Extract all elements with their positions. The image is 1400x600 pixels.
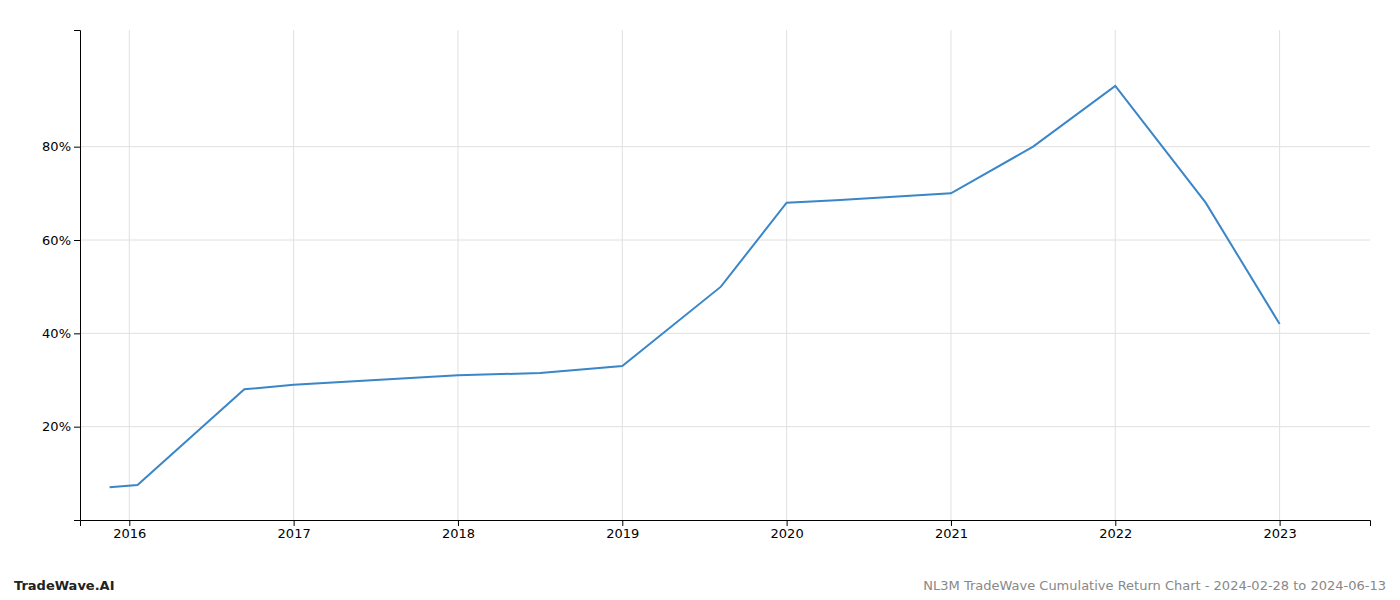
grid-line	[1279, 30, 1280, 520]
tick: 2020	[771, 520, 804, 541]
tick-mark	[458, 520, 459, 526]
tick-mark	[1280, 520, 1281, 526]
tick-label: 80%	[42, 139, 71, 154]
tick-mark	[294, 520, 295, 526]
tick: 60%	[42, 233, 80, 248]
tick: 2022	[1099, 520, 1132, 541]
tick-label: 20%	[42, 419, 71, 434]
tick-label: 2021	[935, 526, 968, 541]
tick-label: 60%	[42, 233, 71, 248]
tick-mark	[74, 147, 80, 148]
tick: 2021	[935, 520, 968, 541]
plot-area: 2016 2017 2018 2019 2020 2021 2022 2023 20% 40% 60…	[42, 30, 1370, 541]
tick-label: 2019	[606, 526, 639, 541]
tick: 2016	[113, 520, 146, 541]
grid-line	[457, 30, 458, 520]
grid-line	[1115, 30, 1116, 520]
tick: 2017	[278, 520, 311, 541]
tick: 2023	[1264, 520, 1297, 541]
grid-line	[786, 30, 787, 520]
grid-line	[293, 30, 294, 520]
tick-label: 2020	[771, 526, 804, 541]
grid-line	[129, 30, 130, 520]
tick-label: 2022	[1099, 526, 1132, 541]
tick: 2019	[606, 520, 639, 541]
axis-line	[74, 31, 81, 521]
grid-line	[80, 240, 1370, 241]
tick-label: 2018	[442, 526, 475, 541]
grid-line	[80, 426, 1370, 427]
grid	[80, 30, 1370, 520]
tick-mark	[787, 520, 788, 526]
axis-line	[81, 521, 1371, 527]
tick-mark	[1115, 520, 1116, 526]
line	[110, 86, 1280, 487]
tick-mark	[129, 520, 130, 526]
tick: 20%	[42, 419, 80, 434]
footer-right: NL3M TradeWave Cumulative Return Chart -…	[923, 578, 1386, 593]
tick-label: 40%	[42, 326, 71, 341]
grid-line	[950, 30, 951, 520]
grid-line	[80, 333, 1370, 334]
tick-mark	[622, 520, 623, 526]
tick: 2018	[442, 520, 475, 541]
footer-left: TradeWave.AI	[14, 578, 115, 593]
marks	[110, 86, 1280, 487]
grid-line	[80, 146, 1370, 147]
tick-mark	[74, 333, 80, 334]
x-axis: 2016 2017 2018 2019 2020 2021 2022 2023	[81, 520, 1371, 541]
tick: 80%	[42, 139, 80, 154]
tick-mark	[951, 520, 952, 526]
tick: 40%	[42, 326, 80, 341]
chart: 2016 2017 2018 2019 2020 2021 2022 2023 20% 40% 60…	[0, 0, 1400, 600]
tick-label: 2023	[1264, 526, 1297, 541]
tick-mark	[74, 240, 80, 241]
tick-mark	[74, 427, 80, 428]
tick-label: 2016	[113, 526, 146, 541]
y-axis: 20% 40% 60% 80%	[42, 31, 80, 521]
tick-label: 2017	[278, 526, 311, 541]
grid-line	[622, 30, 623, 520]
